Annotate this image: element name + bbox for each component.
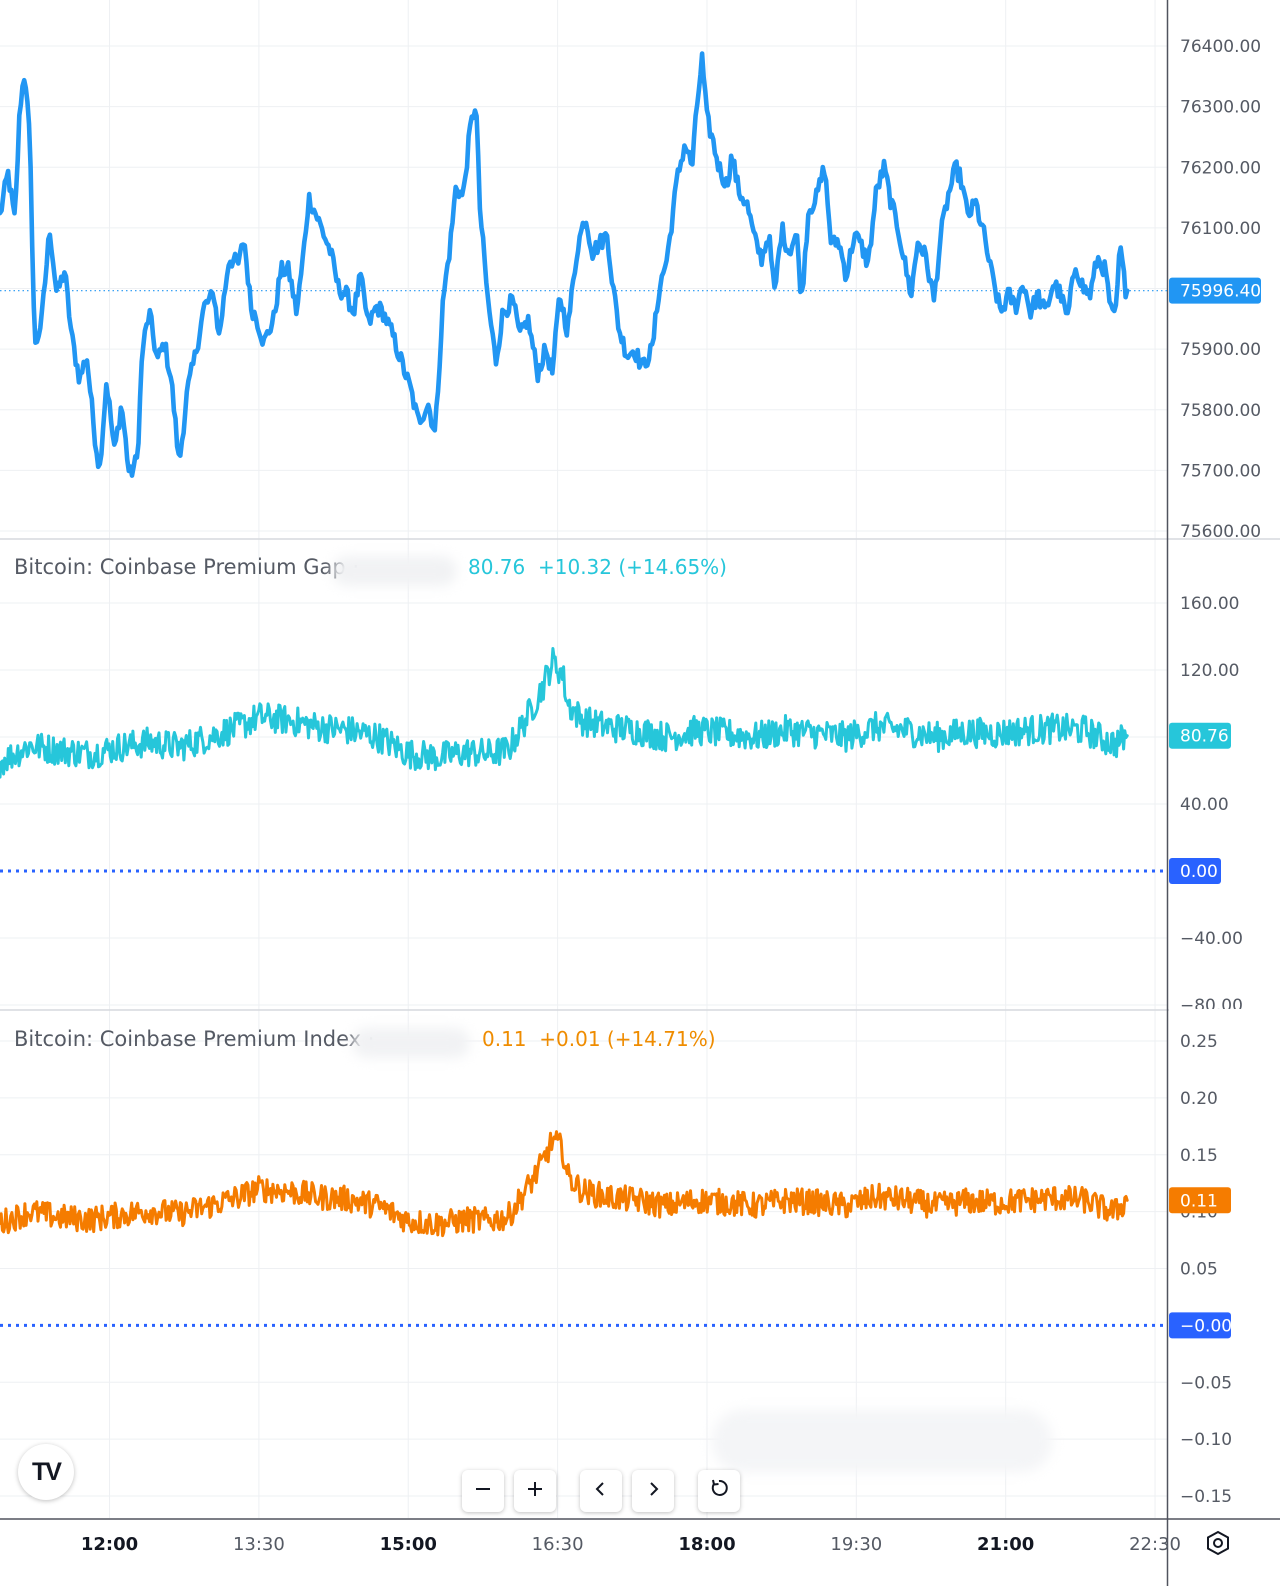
- last-value-label: 75996.40: [1180, 282, 1261, 302]
- y-tick-label: 160.00: [1180, 594, 1239, 614]
- y-tick-label: −0.15: [1180, 1487, 1232, 1507]
- y-tick-label: 0.20: [1180, 1089, 1218, 1109]
- gap-pane-title: Bitcoin: Coinbase Premium Gap ·: [14, 555, 359, 579]
- index-legend-values: 0.11 +0.01 (+14.71%): [482, 1027, 716, 1051]
- x-tick-label: 16:30: [532, 1534, 584, 1555]
- x-tick-label: 13:30: [233, 1534, 285, 1555]
- zero-label: −0.00: [1180, 1316, 1232, 1336]
- chart-settings-button[interactable]: [1198, 1525, 1238, 1565]
- scroll-left-button[interactable]: [580, 1470, 622, 1512]
- y-tick-label: 120.00: [1180, 661, 1239, 681]
- plus-icon: [525, 1477, 545, 1505]
- x-tick-label: 18:00: [678, 1534, 735, 1555]
- redacted-region: [712, 1410, 1052, 1472]
- x-tick-label: 19:30: [830, 1534, 882, 1555]
- y-tick-label: 40.00: [1180, 795, 1229, 815]
- axis-mask: [1169, 1009, 1280, 1015]
- chevron-right-icon: [643, 1477, 663, 1505]
- y-tick-label: 76200.00: [1180, 158, 1261, 178]
- gap-legend-value: 80.76: [468, 555, 526, 579]
- y-tick-label: 0.15: [1180, 1146, 1218, 1166]
- last-value-label: 80.76: [1180, 727, 1229, 747]
- chevron-left-icon: [591, 1477, 611, 1505]
- y-tick-label: 76400.00: [1180, 37, 1261, 57]
- last-value-badge: [1169, 722, 1231, 749]
- index-pane-title: Bitcoin: Coinbase Premium Index ·: [14, 1027, 374, 1051]
- y-tick-label: 75800.00: [1180, 401, 1261, 421]
- zoom-in-button[interactable]: [514, 1470, 556, 1512]
- reset-icon: [708, 1477, 730, 1505]
- y-tick-label: 0.25: [1180, 1032, 1218, 1052]
- tradingview-logo[interactable]: TV: [18, 1444, 74, 1500]
- last-value-badge: [1169, 1187, 1231, 1214]
- y-tick-label: 76300.00: [1180, 98, 1261, 118]
- y-tick-label: 75700.00: [1180, 461, 1261, 481]
- redacted-region: [332, 556, 457, 586]
- y-tick-label: −40.00: [1180, 929, 1243, 949]
- chart-toolbar: [460, 1470, 740, 1514]
- x-tick-label: 12:00: [81, 1534, 138, 1555]
- reset-chart-button[interactable]: [698, 1470, 740, 1512]
- settings-icon: [1205, 1530, 1231, 1561]
- minus-icon: [473, 1477, 493, 1505]
- zero-label: 0.00: [1180, 862, 1218, 882]
- x-tick-label: 21:00: [977, 1534, 1034, 1555]
- redacted-region: [352, 1028, 470, 1058]
- index-legend-value: 0.11: [482, 1027, 527, 1051]
- x-tick-label: 15:00: [380, 1534, 437, 1555]
- zero-badge: [1169, 1312, 1231, 1339]
- y-tick-label: −0.10: [1180, 1430, 1232, 1450]
- y-tick-label: −0.05: [1180, 1373, 1232, 1393]
- zoom-out-button[interactable]: [462, 1470, 504, 1512]
- last-value-badge: [1169, 277, 1261, 304]
- premium-gap-line: [0, 647, 1129, 779]
- y-tick-label: 0.05: [1180, 1260, 1218, 1280]
- y-tick-label: 75600.00: [1180, 522, 1261, 542]
- x-tick-label: 22:30: [1129, 1534, 1181, 1555]
- last-value-label: 0.11: [1180, 1191, 1218, 1211]
- y-tick-label: 75900.00: [1180, 340, 1261, 360]
- price-line: [0, 51, 1130, 478]
- scroll-right-button[interactable]: [632, 1470, 674, 1512]
- gap-legend-change: +10.32 (+14.65%): [537, 555, 727, 579]
- gap-legend-values: 80.76 +10.32 (+14.65%): [468, 555, 727, 579]
- y-tick-label: 76100.00: [1180, 219, 1261, 239]
- index-legend-change: +0.01 (+14.71%): [539, 1027, 716, 1051]
- premium-index-line: [0, 1130, 1129, 1238]
- zero-badge: [1169, 858, 1221, 884]
